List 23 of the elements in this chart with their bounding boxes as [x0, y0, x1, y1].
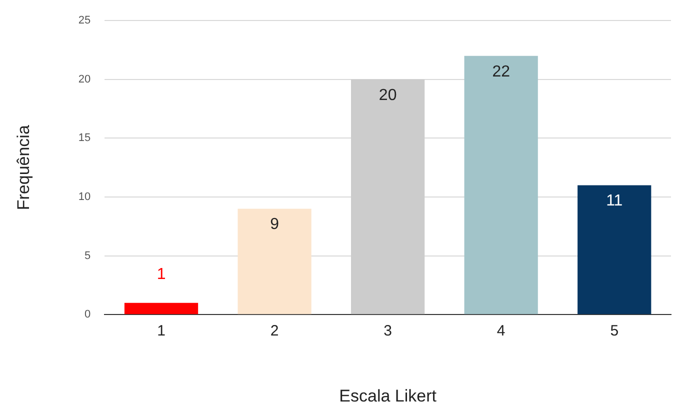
x-tick-label: 1: [157, 322, 166, 340]
x-tick-label: 5: [610, 322, 619, 340]
y-tick-label: 20: [78, 73, 91, 86]
bar: [578, 185, 652, 314]
y-tick-label: 25: [78, 14, 91, 27]
y-tick-label: 15: [78, 132, 91, 144]
data-label: 1: [156, 266, 166, 284]
bar: [464, 56, 538, 314]
bar: [238, 208, 312, 314]
x-axis-title: Escala Likert: [339, 386, 437, 406]
y-tick-label: 10: [78, 191, 91, 204]
data-label: 11: [606, 192, 623, 210]
y-tick-label: 5: [84, 250, 91, 262]
bar: [124, 302, 198, 314]
data-label: 20: [378, 86, 397, 104]
data-label: 22: [492, 63, 510, 80]
y-axis-title: Frequência: [14, 124, 33, 210]
y-tick-label: 0: [84, 308, 91, 321]
bar: [351, 79, 425, 314]
data-label: 9: [270, 216, 280, 234]
x-tick-label: 4: [496, 322, 506, 340]
x-tick-label: 3: [384, 322, 392, 340]
x-tick-label: 2: [270, 322, 279, 340]
